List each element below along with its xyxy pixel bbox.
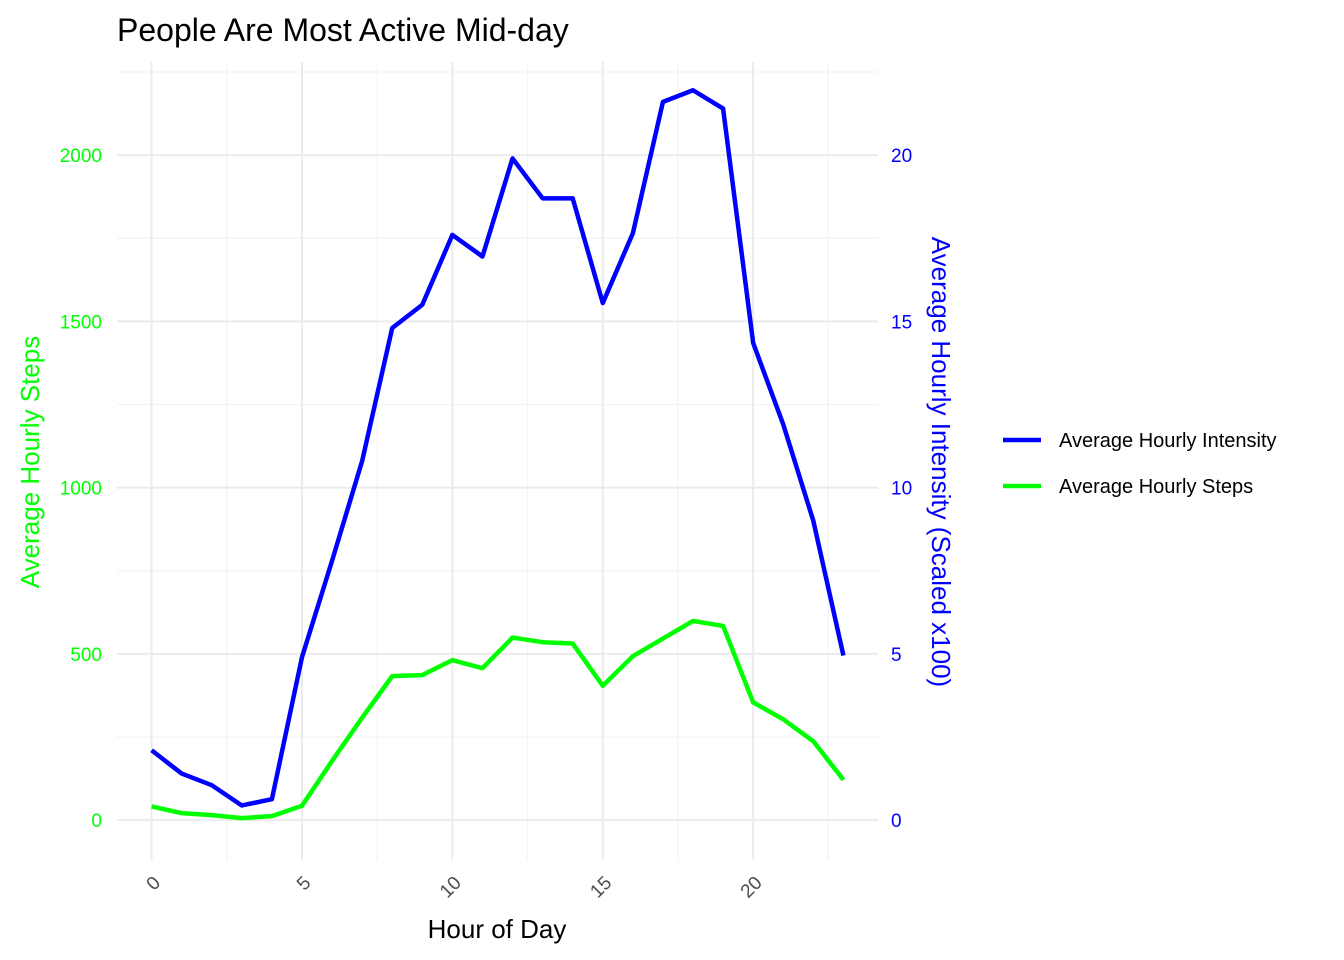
right-y-tick-label: 15 xyxy=(891,312,912,333)
x-tick-label: 5 xyxy=(293,873,315,895)
right-y-tick-label: 20 xyxy=(891,146,912,167)
series-layer xyxy=(150,88,846,821)
left-y-tick-label: 0 xyxy=(91,811,102,832)
legend-label-intensity: Average Hourly Intensity xyxy=(1059,430,1277,452)
right-y-tick-label: 5 xyxy=(891,645,902,666)
x-tick-label: 10 xyxy=(436,873,466,903)
left-y-tick-label: 500 xyxy=(70,645,102,666)
left-y-tick-label: 1000 xyxy=(60,479,102,500)
grid xyxy=(117,62,878,860)
x-tick-label: 0 xyxy=(143,873,165,895)
legend: Average Hourly Intensity Average Hourly … xyxy=(1003,430,1277,498)
x-tick-label: 20 xyxy=(737,873,767,903)
series-line-0 xyxy=(150,88,846,808)
right-y-tick-label: 10 xyxy=(891,479,912,500)
right-y-axis-ticks: 0 5 10 15 20 xyxy=(891,146,912,832)
left-y-tick-label: 1500 xyxy=(60,312,102,333)
left-y-axis-title: Average Hourly Steps xyxy=(15,336,45,588)
left-y-tick-label: 2000 xyxy=(60,146,102,167)
right-y-tick-label: 0 xyxy=(891,811,902,832)
right-y-axis-title: Average Hourly Intensity (Scaled x100) xyxy=(926,237,956,687)
left-y-axis-ticks: 0 500 1000 1500 2000 xyxy=(60,146,102,832)
x-tick-label: 15 xyxy=(586,873,616,903)
chart-title: People Are Most Active Mid-day xyxy=(117,12,569,48)
x-axis-ticks: 0 5 10 15 20 xyxy=(143,873,767,903)
legend-label-steps: Average Hourly Steps xyxy=(1059,476,1253,498)
x-axis-title: Hour of Day xyxy=(428,914,567,944)
series-line-1 xyxy=(151,618,846,821)
